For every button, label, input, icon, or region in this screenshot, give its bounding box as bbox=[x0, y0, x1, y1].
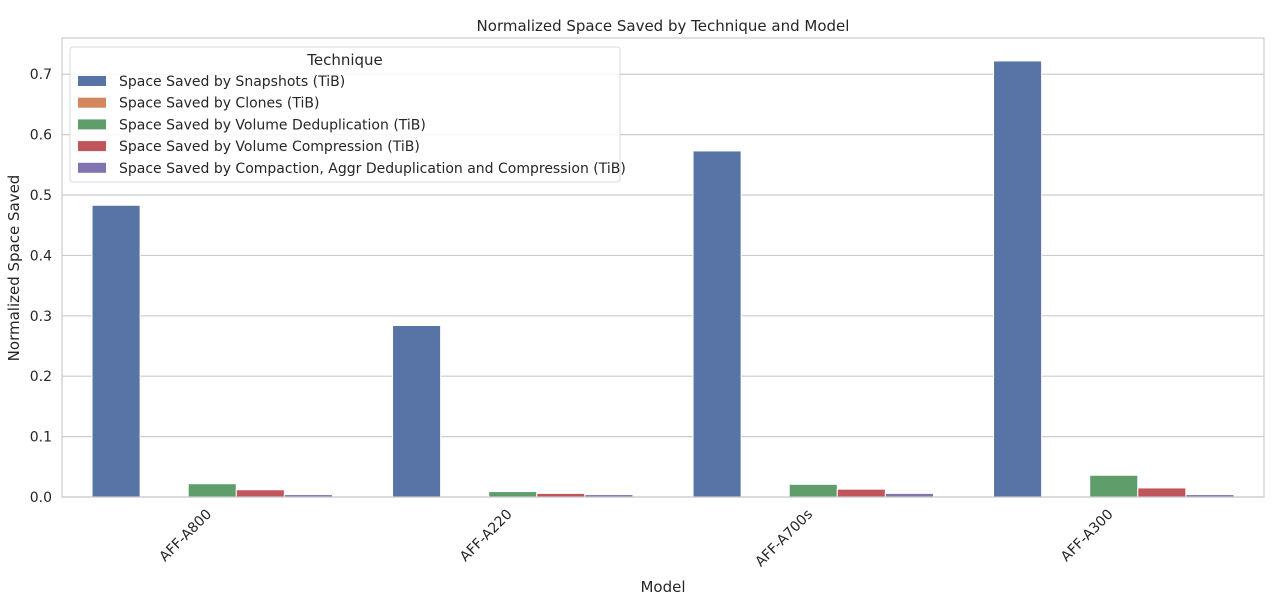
y-tick-label: 0.4 bbox=[30, 248, 52, 264]
legend-label: Space Saved by Snapshots (TiB) bbox=[119, 74, 345, 90]
y-tick-label: 0.3 bbox=[30, 309, 52, 325]
x-tick-label: AFF-A220 bbox=[457, 507, 516, 566]
legend-label: Space Saved by Volume Deduplication (TiB… bbox=[119, 117, 426, 133]
y-tick-label: 0.0 bbox=[30, 490, 52, 506]
legend-swatch bbox=[78, 76, 106, 86]
legend-title: Technique bbox=[306, 51, 383, 69]
legend-swatch bbox=[78, 162, 106, 173]
bar bbox=[993, 60, 1043, 498]
legend-label: Space Saved by Compaction, Aggr Deduplic… bbox=[119, 161, 626, 177]
y-tick-labels: 0.0 0.1 0.2 0.3 0.4 0.5 0.6 0.7 bbox=[30, 67, 52, 506]
bar bbox=[1137, 487, 1187, 498]
bar bbox=[788, 483, 838, 498]
bar bbox=[836, 488, 886, 498]
legend-items: Space Saved by Snapshots (TiB) Space Save… bbox=[78, 74, 626, 177]
legend: Technique Space Saved by Snapshots (TiB)… bbox=[69, 46, 626, 183]
bar bbox=[392, 324, 442, 498]
bar bbox=[1089, 474, 1139, 498]
x-tick-labels: AFF-A800 AFF-A220 AFF-A700s AFF-A300 bbox=[157, 507, 1117, 571]
bar bbox=[488, 491, 538, 498]
legend-swatch bbox=[78, 97, 106, 108]
x-tick-label: AFF-A700s bbox=[752, 507, 816, 571]
bar bbox=[692, 150, 742, 498]
x-tick-label: AFF-A300 bbox=[1058, 507, 1117, 566]
y-tick-label: 0.7 bbox=[30, 67, 52, 83]
legend-swatch bbox=[78, 119, 106, 130]
bar bbox=[187, 483, 237, 498]
bar bbox=[91, 204, 141, 498]
plot-frame bbox=[61, 37, 1265, 498]
bar bbox=[235, 489, 285, 498]
legend-label: Space Saved by Clones (TiB) bbox=[119, 96, 319, 112]
x-axis-label: Model bbox=[640, 578, 685, 596]
y-tick-label: 0.1 bbox=[30, 430, 52, 446]
legend-swatch bbox=[78, 141, 106, 152]
chart-title: Normalized Space Saved by Technique and … bbox=[477, 17, 850, 35]
x-tick-label: AFF-A800 bbox=[157, 507, 216, 566]
y-tick-label: 0.2 bbox=[30, 369, 52, 385]
bars bbox=[91, 60, 1235, 498]
legend-box bbox=[69, 46, 621, 183]
y-tick-label: 0.6 bbox=[30, 128, 52, 144]
y-tick-label: 0.5 bbox=[30, 188, 52, 204]
legend-label: Space Saved by Volume Compression (TiB) bbox=[119, 139, 420, 155]
y-axis-label: Normalized Space Saved bbox=[5, 175, 23, 362]
